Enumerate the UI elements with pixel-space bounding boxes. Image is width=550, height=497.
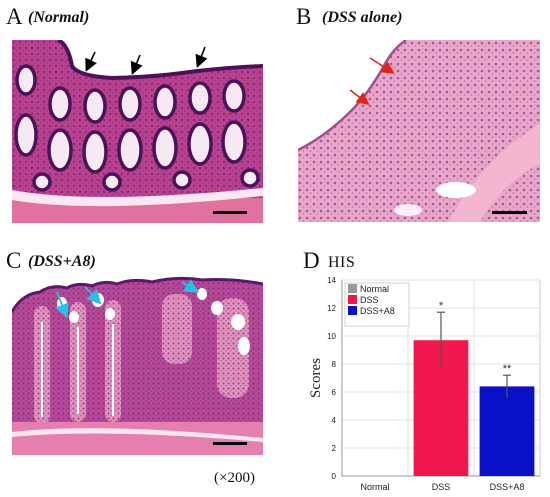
crypt xyxy=(48,86,72,122)
bar-dss-a8 xyxy=(479,386,535,476)
crypt xyxy=(153,84,177,120)
goblet-cell xyxy=(197,288,207,300)
magnification-label: (×200) xyxy=(214,470,255,486)
arrow-marker xyxy=(181,279,200,293)
scale-bar xyxy=(213,442,247,445)
his-score-chart: 0 2 4 6 8 10 12 14 Normal * DSS ** DSS+A8 Scores Norma… xyxy=(308,276,541,492)
crypt xyxy=(117,128,143,172)
panel-d-letter: D xyxy=(303,248,320,273)
arrow-group xyxy=(85,46,208,75)
panel-b-condition: (DSS alone) xyxy=(322,9,403,26)
panel-c-letter: C xyxy=(6,248,22,273)
y-tick-label: 4 xyxy=(332,416,337,425)
goblet-cell xyxy=(105,308,115,320)
submucosa-gap xyxy=(12,188,263,207)
scale-bar xyxy=(492,211,527,214)
crypt xyxy=(82,130,108,174)
arrow-marker xyxy=(130,54,143,75)
panel-b-letter: B xyxy=(296,4,312,29)
legend-swatch xyxy=(348,295,357,304)
crypt xyxy=(222,79,246,113)
panel-a-condition: (Normal) xyxy=(28,9,90,26)
crypt xyxy=(83,88,107,124)
significance-marker: ** xyxy=(503,363,512,375)
fibrous-band xyxy=(448,124,540,222)
crypt xyxy=(221,120,247,164)
arrow-marker xyxy=(55,291,69,319)
crypt-lumen-group xyxy=(41,322,114,417)
submucosa-gap xyxy=(12,428,263,442)
y-tick-label: 12 xyxy=(327,304,336,313)
panel-c-condition: (DSS+A8) xyxy=(28,253,96,270)
legend-label: DSS+A8 xyxy=(360,306,395,316)
crypt xyxy=(47,128,73,172)
y-tick-label: 6 xyxy=(332,388,337,397)
y-tick-label: 0 xyxy=(332,472,337,481)
y-tick-label: 10 xyxy=(327,332,336,341)
micrograph-normal xyxy=(12,40,263,223)
crypt xyxy=(188,81,212,115)
tissue-gap xyxy=(436,182,476,198)
crypt xyxy=(187,122,213,166)
crypt xyxy=(152,126,178,170)
significance-marker: * xyxy=(439,300,444,312)
crypt xyxy=(240,168,260,188)
crypt-group xyxy=(14,64,260,192)
x-tick-label: DSS+A8 xyxy=(490,482,525,492)
arrow-marker xyxy=(349,89,370,105)
x-tick-label: Normal xyxy=(360,482,389,492)
scale-bar xyxy=(213,211,247,214)
panel-a-letter: A xyxy=(6,4,23,29)
chart-title: HIS xyxy=(328,254,356,271)
goblet-cell xyxy=(211,301,223,315)
crypt xyxy=(14,113,38,157)
y-axis-label: Scores xyxy=(308,358,324,398)
crypt xyxy=(15,64,37,96)
crypt xyxy=(172,170,192,190)
arrow-marker xyxy=(369,57,395,74)
goblet-cell xyxy=(69,311,79,323)
x-tick-label: DSS xyxy=(432,482,451,492)
tissue-gap xyxy=(394,204,422,216)
legend-swatch xyxy=(348,284,357,293)
arrow-marker xyxy=(195,46,208,68)
y-tick-label: 2 xyxy=(332,444,337,453)
legend-swatch xyxy=(348,306,357,315)
crypt xyxy=(118,86,142,122)
arrow-group xyxy=(55,279,200,319)
micrograph-dss-alone xyxy=(298,40,540,222)
micrograph-dss-a8 xyxy=(12,272,263,455)
crypt xyxy=(102,172,122,192)
nuclei-texture xyxy=(12,278,263,437)
legend-label: Normal xyxy=(360,284,389,294)
y-tick-label: 14 xyxy=(327,276,336,285)
crypt xyxy=(32,172,52,192)
goblet-cell xyxy=(238,337,250,355)
arrow-group xyxy=(349,57,395,105)
arrow-marker xyxy=(85,51,97,72)
goblet-cell xyxy=(231,314,245,330)
y-tick-label: 8 xyxy=(332,360,337,369)
legend-label: DSS xyxy=(360,295,379,305)
arrow-marker xyxy=(84,286,102,305)
epithelial-surface xyxy=(57,40,263,81)
